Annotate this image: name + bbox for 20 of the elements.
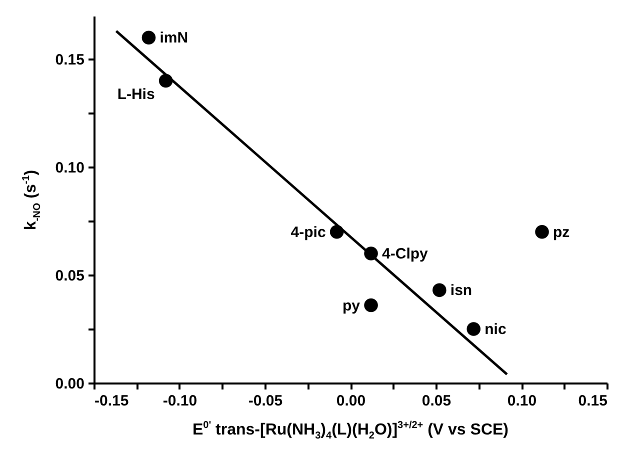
annotation: 4-Clpy	[382, 245, 429, 262]
annotation: py	[342, 297, 361, 314]
y-tick-label: 0.05	[55, 268, 84, 285]
y-tick-label: 0.15	[55, 52, 84, 69]
text: E$^{0'}$ trans-[Ru(NH$_{3}$)$_{4}$(L)(H$_{2}$O)]$^{3+/2+}$ (V vs SCE)	[192, 420, 508, 442]
annotation: imN	[160, 30, 188, 47]
annotation: L-His	[117, 86, 155, 103]
y-tick-label: 0.10	[55, 160, 84, 177]
annotation: nic	[484, 321, 506, 338]
y-tick-label: 0.00	[55, 376, 84, 392]
x-tick-label: -0.05	[248, 392, 283, 410]
x-tick-label: 0.15	[578, 392, 608, 410]
annotation: 4-pic	[290, 224, 326, 241]
annotation: isn	[450, 282, 472, 300]
x-tick-label: 0.00	[336, 392, 366, 410]
x-tick-label: -0.10	[162, 392, 198, 410]
annotation: pz	[553, 224, 570, 241]
x-tick-label: 0.10	[507, 392, 537, 410]
x-tick-label: -0.15	[94, 392, 129, 410]
x-tick-label: 0.05	[422, 392, 452, 410]
